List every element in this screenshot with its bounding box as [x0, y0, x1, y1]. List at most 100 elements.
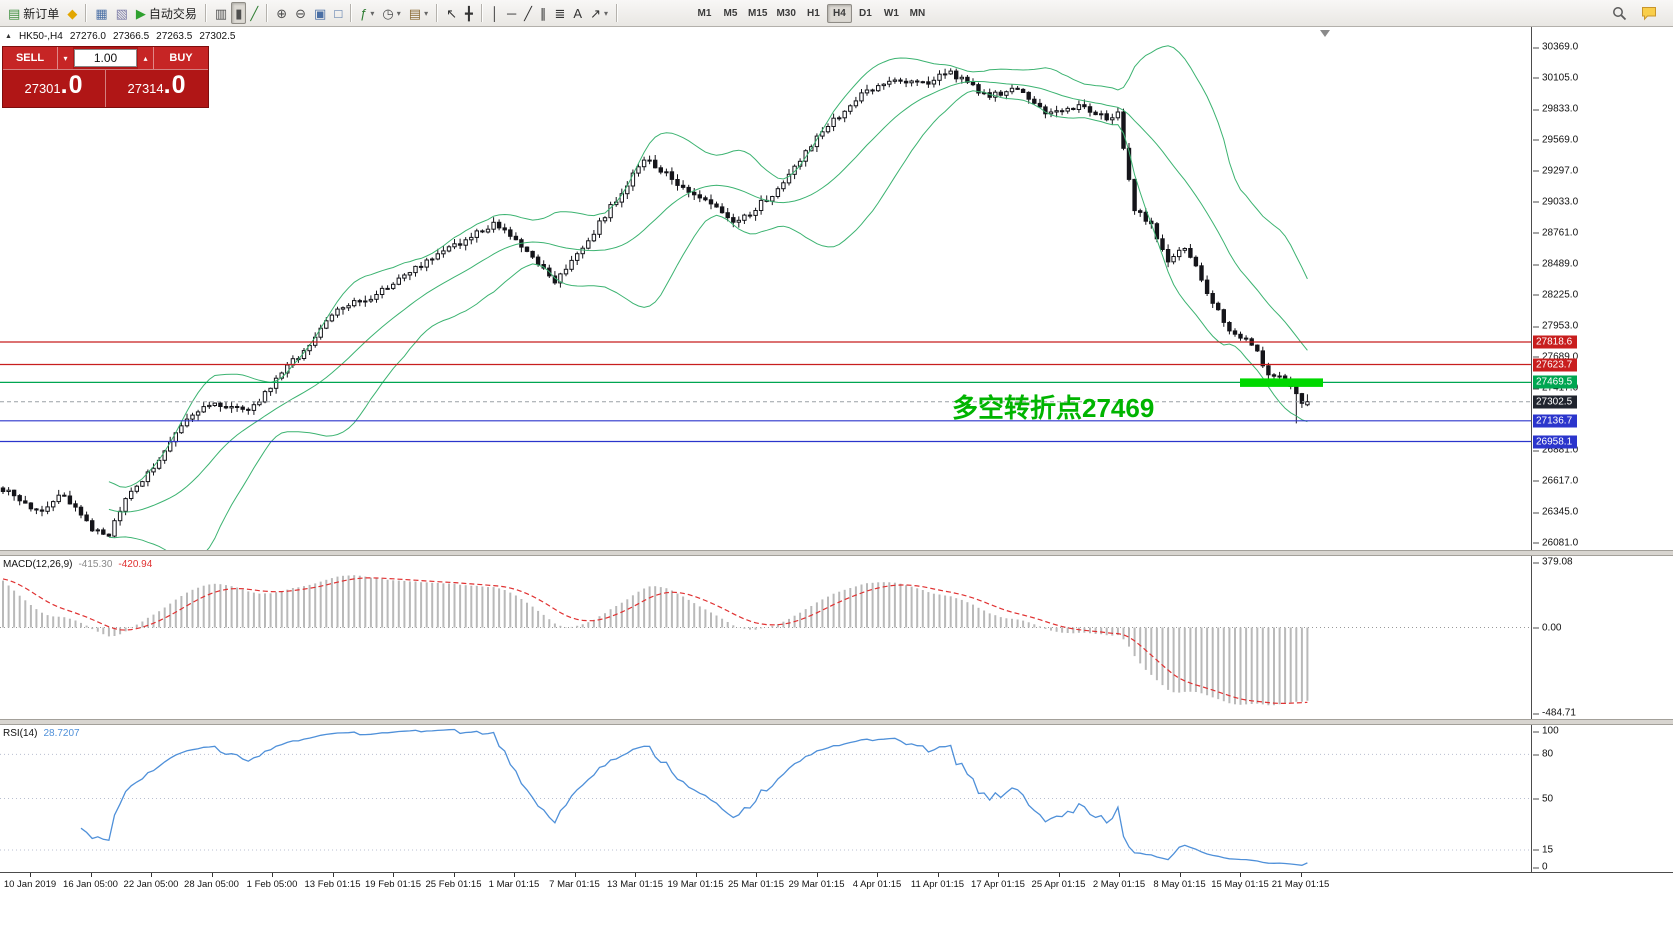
timeframe-mn-button[interactable]: MN — [905, 4, 930, 23]
crosshair-button[interactable]: ╋ — [461, 2, 477, 24]
panel-splitter[interactable] — [0, 550, 1673, 556]
cascade-windows-button[interactable]: □ — [330, 2, 346, 24]
macd-canvas[interactable] — [0, 556, 1531, 719]
timeframe-d1-button[interactable]: D1 — [853, 4, 878, 23]
buy-button[interactable]: BUY — [153, 47, 208, 69]
panel-splitter[interactable] — [0, 719, 1673, 725]
rsi-name: RSI(14) — [3, 728, 38, 739]
tile-windows-button[interactable]: ▣ — [310, 2, 330, 24]
price-line-label: 27818.6 — [1533, 335, 1577, 349]
one-click-collapse-icon[interactable]: ▲ — [5, 33, 12, 40]
charts-button[interactable]: ▦ — [91, 2, 111, 24]
time-tick — [90, 873, 92, 877]
time-tick — [1240, 873, 1241, 877]
horizontal-line-button[interactable]: ─ — [503, 2, 520, 24]
turning-point-annotation[interactable]: 多空转折点27469 — [952, 393, 1154, 423]
line-chart-button[interactable]: ╱ — [246, 2, 262, 24]
time-axis-label: 15 May 01:15 — [1211, 879, 1269, 890]
search-button[interactable] — [1608, 2, 1631, 24]
time-axis-label: 13 Feb 01:15 — [304, 879, 361, 890]
price-axis-label: 26081.0 — [1532, 537, 1579, 549]
sell-price[interactable]: 27301 .0 — [3, 70, 106, 107]
macd-label: MACD(12,26,9) -415.30 -420.94 — [3, 559, 152, 570]
horizontal-line-icon: ─ — [506, 5, 517, 21]
price-axis-label: 29297.0 — [1532, 165, 1579, 177]
volume-increase-button[interactable]: ▴ — [138, 47, 153, 69]
price-chart-canvas[interactable]: 多空转折点27469 — [0, 27, 1531, 550]
cursor-icon: ↖ — [446, 5, 457, 21]
time-tick — [877, 873, 878, 877]
turning-point-highlight[interactable] — [1240, 378, 1323, 387]
periods-icon: ◷ — [382, 5, 394, 21]
timeframe-m15-button[interactable]: M15 — [744, 4, 771, 23]
indicators-button[interactable]: ƒ ▾ — [356, 2, 378, 24]
fibonacci-button[interactable]: ≣ — [551, 2, 570, 24]
favorites-button[interactable]: ◆ — [63, 2, 81, 24]
periods-button[interactable]: ◷ ▾ — [378, 2, 404, 24]
toolbar-divider — [266, 4, 269, 22]
macd-name: MACD(12,26,9) — [3, 559, 73, 570]
macd-signal-value: -420.94 — [118, 559, 153, 570]
macd-axis-label: -484.71 — [1533, 707, 1576, 719]
timeframe-m5-button[interactable]: M5 — [718, 4, 743, 23]
toolbar-divider — [616, 4, 618, 22]
zoom-out-button[interactable]: ⊖ — [291, 2, 310, 24]
trendline-button[interactable]: ╱ — [520, 2, 536, 24]
time-axis-label: 17 Apr 01:15 — [971, 879, 1025, 890]
volume-decrease-button[interactable]: ▾ — [58, 47, 73, 69]
time-axis[interactable]: 10 Jan 2019 16 Jan 05:00 22 Jan 05:00 28 Ja… — [0, 872, 1673, 900]
timeframe-m1-button[interactable]: M1 — [692, 4, 717, 23]
channel-button[interactable]: ∥ — [536, 2, 551, 24]
timeframe-h4-button[interactable]: H4 — [826, 3, 852, 23]
cursor-button[interactable]: ↖ — [442, 2, 461, 24]
candlestick-chart-icon: ▮ — [235, 5, 243, 21]
bar-chart-button[interactable]: ▥ — [211, 2, 231, 24]
zoom-in-button[interactable]: ⊕ — [272, 2, 291, 24]
vertical-line-button[interactable]: │ — [487, 2, 503, 24]
time-tick — [393, 873, 394, 877]
profiles-button[interactable]: ▧ — [112, 2, 132, 24]
price-axis-label: 27689.0 — [1532, 351, 1579, 363]
chart-shift-icon[interactable] — [1320, 30, 1330, 37]
current-price-label: 27302.5 — [1533, 395, 1577, 409]
autotrading-button[interactable]: ▶ 自动交易 — [132, 2, 201, 24]
indicators-icon: ƒ — [360, 5, 368, 21]
candlestick-chart-button[interactable]: ▮ — [231, 2, 247, 24]
time-tick — [1058, 873, 1060, 877]
time-tick — [937, 873, 939, 877]
chat-icon — [1642, 6, 1656, 20]
sell-button[interactable]: SELL — [3, 47, 58, 69]
price-axis[interactable]: 30369.0 30105.0 29833.0 29569.0 29297.0 29033… — [1531, 27, 1673, 872]
price-axis-label: 28225.0 — [1532, 289, 1579, 301]
toolbar-divider — [436, 4, 439, 22]
rsi-canvas[interactable] — [0, 725, 1531, 872]
price-axis-label: 29033.0 — [1532, 196, 1579, 208]
new-order-button[interactable]: ▤ 新订单 — [4, 2, 63, 24]
buy-price[interactable]: 27314 .0 — [106, 70, 208, 107]
time-axis-label: 16 Jan 05:00 — [63, 879, 118, 890]
price-axis-label: 26345.0 — [1532, 506, 1579, 518]
trendline-icon: ╱ — [524, 5, 532, 21]
templates-button[interactable]: ▤ ▾ — [405, 2, 432, 24]
time-axis-label: 2 May 01:15 — [1092, 879, 1146, 890]
sell-price-big: .0 — [60, 71, 84, 99]
rsi-line — [80, 728, 1308, 866]
fibonacci-icon: ≣ — [554, 5, 566, 21]
chat-button[interactable] — [1637, 2, 1661, 24]
time-axis-label: 25 Mar 01:15 — [728, 879, 784, 890]
timeframe-m30-button[interactable]: M30 — [772, 4, 799, 23]
text-label-button[interactable]: A — [569, 2, 586, 24]
price-axis-label: 30369.0 — [1532, 41, 1579, 53]
arrows-button[interactable]: ↗ ▾ — [586, 2, 612, 24]
time-axis-label: 21 May 01:15 — [1271, 879, 1330, 890]
price-line-label: 27136.7 — [1533, 414, 1577, 428]
timeframe-w1-button[interactable]: W1 — [879, 4, 904, 23]
toolbar-right — [1608, 2, 1669, 24]
autotrading-icon: ▶ — [135, 5, 146, 21]
price-axis-label: 27953.0 — [1532, 320, 1579, 332]
volume-input[interactable] — [74, 49, 137, 67]
timeframe-h1-button[interactable]: H1 — [801, 4, 826, 23]
zoom-in-icon: ⊕ — [276, 5, 288, 21]
time-tick — [695, 873, 697, 877]
